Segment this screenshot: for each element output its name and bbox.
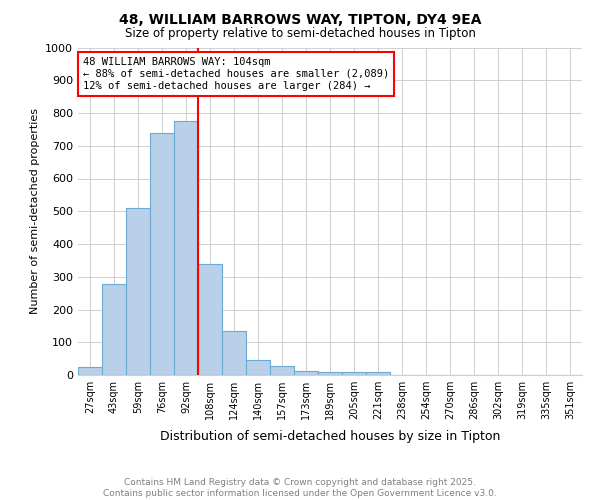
Text: 48, WILLIAM BARROWS WAY, TIPTON, DY4 9EA: 48, WILLIAM BARROWS WAY, TIPTON, DY4 9EA [119, 12, 481, 26]
Bar [150, 132, 174, 375]
Bar [318, 372, 342, 375]
Bar [366, 372, 390, 375]
Bar [198, 264, 222, 375]
Text: Size of property relative to semi-detached houses in Tipton: Size of property relative to semi-detach… [125, 28, 475, 40]
Text: Contains HM Land Registry data © Crown copyright and database right 2025.
Contai: Contains HM Land Registry data © Crown c… [103, 478, 497, 498]
Y-axis label: Number of semi-detached properties: Number of semi-detached properties [29, 108, 40, 314]
Text: 48 WILLIAM BARROWS WAY: 104sqm
← 88% of semi-detached houses are smaller (2,089): 48 WILLIAM BARROWS WAY: 104sqm ← 88% of … [83, 58, 389, 90]
Bar [102, 284, 126, 375]
Bar [342, 372, 366, 375]
Bar [270, 366, 294, 375]
X-axis label: Distribution of semi-detached houses by size in Tipton: Distribution of semi-detached houses by … [160, 430, 500, 444]
Bar [246, 360, 270, 375]
Bar [294, 370, 318, 375]
Bar [126, 208, 150, 375]
Bar [174, 121, 198, 375]
Bar [78, 367, 102, 375]
Bar [222, 331, 246, 375]
